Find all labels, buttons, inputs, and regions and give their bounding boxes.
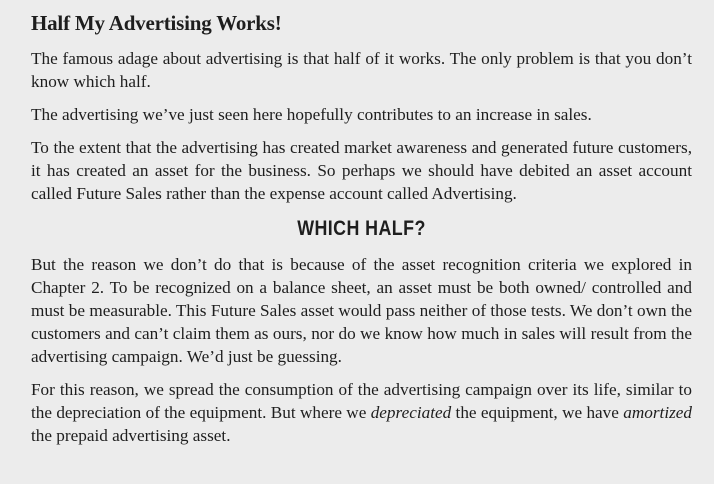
box-title: Half My Advertising Works! [31,11,282,35]
paragraph-asset-extent: To the extent that the advertising has c… [31,138,692,203]
amortization-text-3: the prepaid advertising asset. [31,426,231,445]
amortization-text-2: the equipment, we have [451,403,624,422]
emphasis-amortized: amortized [623,403,692,422]
paragraph-advertising-seen: The advertising we’ve just seen here hop… [31,105,592,124]
paragraph-recognition-criteria: But the reason we don’t do that is becau… [31,255,692,366]
amortization-text-1: For this reason, we spread the consumpti… [31,380,692,422]
emphasis-depreciated: depreciated [370,403,452,422]
paragraph-amortization: For this reason, we spread the consumpti… [31,378,692,447]
paragraph-adage: The famous adage about advertising is th… [31,49,692,91]
section-heading: WHICH HALF? [297,217,426,240]
